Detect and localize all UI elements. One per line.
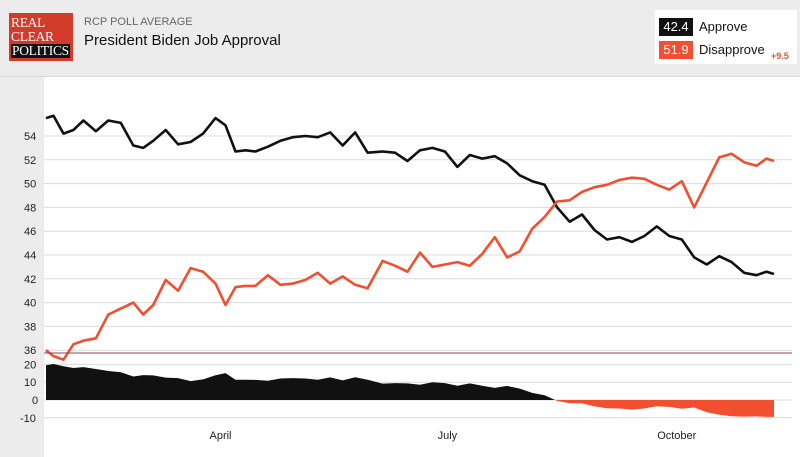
series-line-disapprove	[45, 152, 775, 362]
y-tick-label-50: 50	[24, 179, 36, 191]
y-tick-label-48: 48	[24, 202, 36, 214]
disapprove-value-badge: 51.9	[659, 41, 693, 59]
legend: 42.4 Approve 51.9 Disapprove +9.5	[655, 10, 797, 64]
y-axis-labels: 36 38 40 42 44 46 48 50 52 54	[24, 131, 36, 357]
x-tick-label-april: April	[210, 430, 232, 442]
logo-line-1: REAL	[11, 15, 46, 30]
spread-area-negative	[46, 400, 774, 417]
y-tick-label-42: 42	[24, 274, 36, 286]
spread-area-positive	[46, 364, 774, 400]
approve-label: Approve	[699, 19, 748, 34]
x-axis-labels: April July October	[210, 430, 697, 442]
series-lines	[45, 114, 775, 362]
y-tick-label-52: 52	[24, 155, 36, 167]
x-tick-label-october: October	[657, 430, 696, 442]
approval-chart: 36 38 40 42 44 46 48 50 52 54 20 10 0 -10 April July O…	[20, 77, 800, 457]
x-tick-label-july: July	[438, 430, 458, 442]
y-tick-label-40: 40	[24, 298, 36, 310]
y-tick-label-38: 38	[24, 321, 36, 333]
spread-value: +9.5	[771, 51, 789, 61]
spread-tick-label-10: 10	[24, 377, 36, 389]
chart-title: President Biden Job Approval	[84, 32, 281, 49]
logo-line-2: CLEAR	[11, 29, 54, 44]
chart-header: REAL CLEAR POLITICS RCP POLL AVERAGE Pre…	[0, 0, 800, 77]
logo-line-3: POLITICS	[11, 43, 70, 58]
y-tick-label-44: 44	[24, 250, 36, 262]
spread-area	[46, 364, 774, 417]
y-tick-label-36: 36	[24, 345, 36, 357]
approve-value-badge: 42.4	[659, 18, 693, 36]
spread-tick-label--10: -10	[20, 413, 36, 425]
grid-lines	[44, 135, 792, 419]
spread-tick-label-20: 20	[24, 359, 36, 371]
disapprove-label: Disapprove	[699, 42, 765, 57]
spread-tick-label-0: 0	[32, 395, 38, 407]
rcp-logo[interactable]: REAL CLEAR POLITICS	[9, 13, 73, 61]
poll-average-kicker: RCP POLL AVERAGE	[84, 16, 193, 28]
y-tick-label-54: 54	[24, 131, 36, 143]
series-line-approve	[45, 114, 775, 277]
y-tick-label-46: 46	[24, 226, 36, 238]
spread-axis-labels: 20 10 0 -10	[20, 359, 38, 424]
